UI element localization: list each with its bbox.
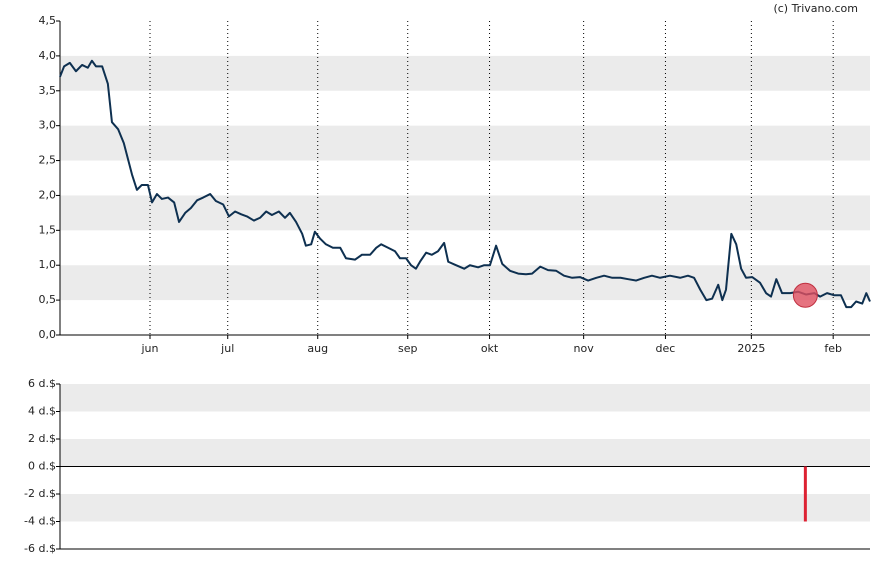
x-tick-label: 2025 [737,342,765,355]
grid-band [60,384,870,412]
y-tick-label: 1,0 [39,258,57,271]
bar [803,466,807,522]
y-tick-label: 2 d.$ [28,432,56,445]
grid-band [60,494,870,522]
x-tick-label: jul [220,342,234,355]
x-tick-label: sep [398,342,417,355]
y-tick-label: 4 d.$ [28,405,56,418]
y-tick-label: 2,5 [39,154,57,167]
y-tick-label: 3,0 [39,119,57,132]
x-tick-label: okt [481,342,499,355]
credit: (c) Trivano.com [773,2,858,15]
grid-band [60,439,870,467]
y-tick-label: 3,5 [39,84,57,97]
x-tick-label: dec [656,342,676,355]
grid-band [60,125,870,161]
y-tick-label: -2 d.$ [24,487,56,500]
grid-band [60,55,870,91]
y-tick-label: 4,0 [39,49,57,62]
x-tick-label: feb [824,342,842,355]
grid-band [60,195,870,231]
y-tick-label: 6 d.$ [28,377,56,390]
price-line [59,59,871,309]
x-tick-label: aug [307,342,328,355]
y-tick-label: -6 d.$ [24,542,56,555]
y-tick-label: -4 d.$ [24,515,56,528]
y-tick-label: 1,5 [39,223,57,236]
grid-band [60,265,870,301]
y-tick-label: 0 d.$ [28,460,56,473]
y-tick-label: 0,0 [39,328,57,341]
y-tick-label: 2,0 [39,188,57,201]
y-tick-label: 4,5 [39,14,57,27]
x-tick-label: nov [574,342,595,355]
x-tick-label: jun [141,342,159,355]
y-tick-label: 0,5 [39,293,57,306]
event-marker [792,282,818,308]
